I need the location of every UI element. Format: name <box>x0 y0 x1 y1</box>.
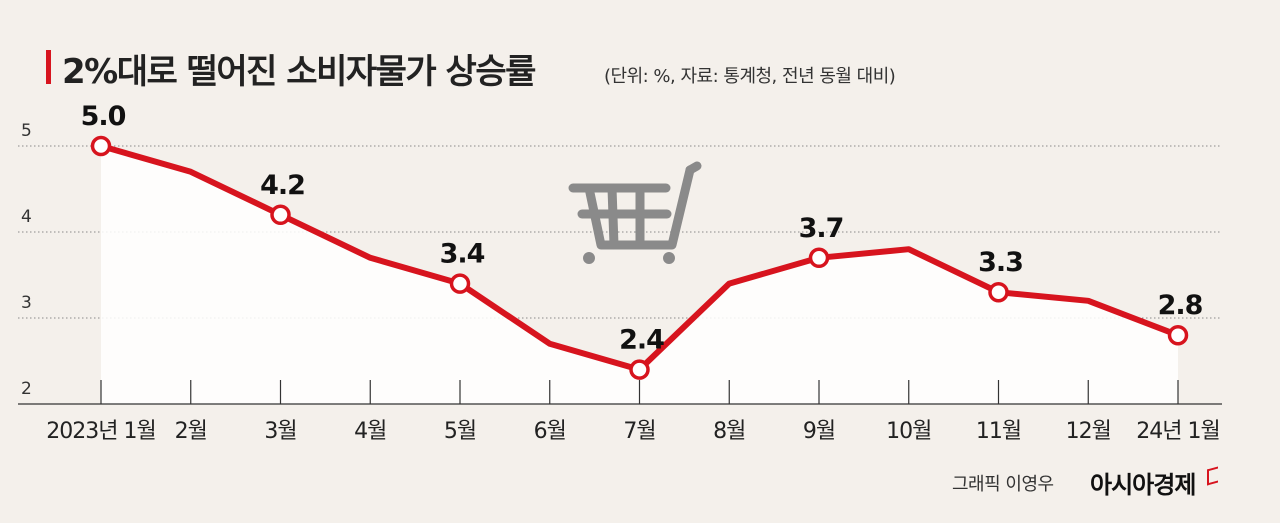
data-point-marker <box>1167 324 1189 346</box>
data-label: 3.7 <box>799 213 844 244</box>
brand-logo-text: 아시아경제 <box>1090 471 1196 499</box>
area-fill <box>101 146 1178 404</box>
x-tick-label: 9월 <box>803 419 835 444</box>
cart-frame <box>568 165 695 250</box>
x-tick-label: 2월 <box>175 419 207 444</box>
cart-rib <box>607 183 619 250</box>
shopping-cart-icon <box>568 161 702 250</box>
x-tick-label: 12월 <box>1066 419 1111 444</box>
x-tick-label: 5월 <box>444 419 476 444</box>
data-label: 2.4 <box>619 325 664 356</box>
chart-title: 2%대로 떨어진 소비자물가 상승률 <box>62 52 536 92</box>
cart-wheel <box>583 252 595 264</box>
graphic-credit: 그래픽 이영우 <box>952 474 1054 495</box>
y-tick-label: 4 <box>21 207 32 227</box>
chart-subtitle: (단위: %, 자료: 통계청, 전년 동월 대비) <box>604 66 896 87</box>
x-tick-label: 6월 <box>534 419 566 444</box>
data-point-marker <box>988 281 1009 303</box>
data-point-marker <box>270 204 291 226</box>
data-point-marker <box>449 273 471 294</box>
data-label: 4.2 <box>260 170 305 201</box>
data-label: 2.8 <box>1158 290 1203 321</box>
data-label: 5.0 <box>81 101 126 132</box>
x-tick-label: 4월 <box>354 419 386 444</box>
brand-mark-icon <box>1207 466 1218 486</box>
cart-handle <box>685 161 702 175</box>
cart-wheel <box>663 252 675 264</box>
x-tick-label: 24년 1월 <box>1136 419 1219 444</box>
x-tick-label: 11월 <box>976 419 1021 444</box>
x-tick-label: 10월 <box>886 419 931 444</box>
x-tick-label: 3월 <box>264 419 296 444</box>
data-point-marker <box>808 247 830 269</box>
x-tick-label: 2023년 1월 <box>46 419 155 444</box>
y-tick-label: 2 <box>21 379 32 399</box>
data-label: 3.4 <box>440 239 485 270</box>
data-point-marker <box>629 359 650 380</box>
data-point-marker <box>90 135 112 157</box>
x-tick-label: 7월 <box>623 419 655 444</box>
title-accent-bar <box>46 50 51 84</box>
y-tick-label: 5 <box>21 121 32 141</box>
x-tick-label: 8월 <box>713 419 745 444</box>
y-tick-label: 3 <box>21 293 32 313</box>
data-label: 3.3 <box>978 247 1023 278</box>
